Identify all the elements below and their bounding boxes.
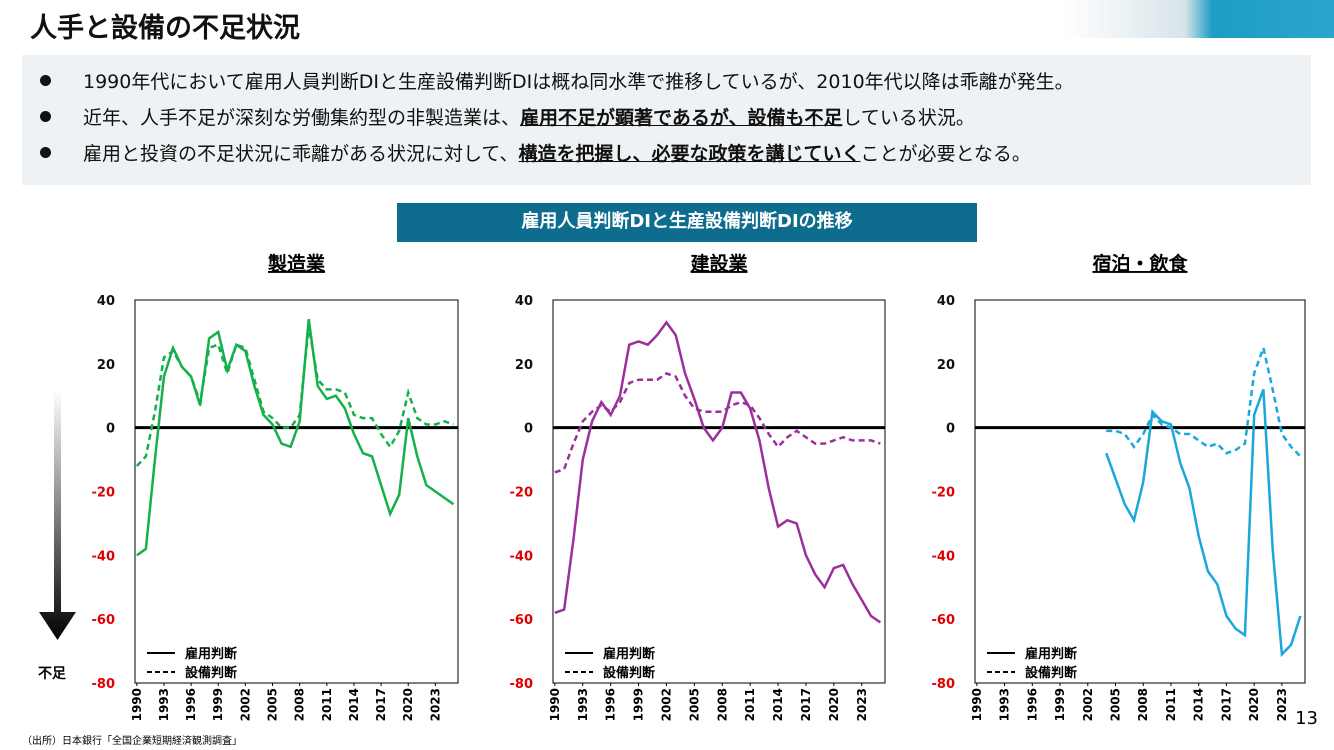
x-tick-label: 1990 <box>970 688 984 721</box>
chart-title: 建設業 <box>690 252 748 275</box>
y-tick-label: 20 <box>937 358 955 373</box>
y-tick-label: 40 <box>97 294 115 309</box>
x-tick-label: 2002 <box>1081 688 1095 721</box>
bullet-box <box>22 55 1311 185</box>
x-tick-label: 2005 <box>266 688 280 721</box>
y-tick-label: -60 <box>932 613 956 628</box>
slide-title: 人手と設備の不足状況 <box>30 13 300 44</box>
y-tick-label: -80 <box>932 677 956 692</box>
y-tick-label: 0 <box>946 422 955 437</box>
y-tick-label: -20 <box>92 486 116 501</box>
text-segment: 雇用不足が顕著であるが、設備も不足 <box>520 107 843 129</box>
x-tick-label: 2020 <box>1247 688 1261 721</box>
y-tick-label: 0 <box>106 422 115 437</box>
x-tick-label: 2008 <box>293 688 307 721</box>
x-tick-label: 1990 <box>130 688 144 721</box>
series-line <box>136 318 455 557</box>
text-segment: ことが必要となる。 <box>860 143 1031 165</box>
x-tick-label: 2011 <box>1164 688 1178 721</box>
legend-label: 設備判断 <box>1025 665 1077 681</box>
x-tick-label: 1993 <box>998 688 1012 721</box>
x-tick-label: 1999 <box>1053 688 1067 721</box>
x-tick-label: 2020 <box>401 688 415 721</box>
bullet: 近年、人手不足が深刻な労働集約型の非製造業は、雇用不足が顕著であるが、設備も不足… <box>40 103 975 130</box>
y-tick-label: -60 <box>510 613 534 628</box>
text-segment: している状況。 <box>842 107 975 129</box>
y-tick-label: -80 <box>510 677 534 692</box>
y-tick-label: 40 <box>937 294 955 309</box>
x-tick-label: 2005 <box>687 688 701 721</box>
series-line <box>554 320 882 624</box>
text-segment: 雇用と投資の不足状況に乖離がある状況に対して、 <box>83 143 519 165</box>
y-tick-label: -40 <box>92 549 116 564</box>
x-tick-label: 1996 <box>604 688 618 721</box>
x-tick-label: 2023 <box>1275 688 1289 721</box>
x-tick-label: 2008 <box>1136 688 1150 721</box>
series-line <box>1105 388 1302 658</box>
bullet-text: 雇用と投資の不足状況に乖離がある状況に対して、構造を把握し、必要な政策を講じてい… <box>83 143 1031 165</box>
x-tick-label: 2014 <box>347 688 361 721</box>
chart-title: 製造業 <box>267 252 326 275</box>
x-tick-label: 1990 <box>548 688 562 721</box>
text-segment: 近年、人手不足が深刻な労働集約型の非製造業は、 <box>83 107 521 129</box>
text-segment: 構造を把握し、必要な政策を講じていく <box>518 143 861 165</box>
x-tick-label: 2011 <box>320 688 334 721</box>
series-line <box>554 372 881 474</box>
text-segment: 1990年代において雇用人員判断DIと生産設備判断DIは概ね同水準で推移している… <box>83 71 1074 93</box>
shortage-arrow <box>39 390 76 640</box>
page-number: 13 <box>1295 708 1318 729</box>
x-tick-label: 2017 <box>799 688 813 721</box>
x-tick-label: 2002 <box>659 688 673 721</box>
y-tick-label: -20 <box>932 486 956 501</box>
x-tick-label: 1999 <box>211 688 225 721</box>
y-tick-label: 20 <box>97 358 115 373</box>
arrow-label: 不足 <box>38 666 67 682</box>
x-tick-label: 2023 <box>855 688 869 721</box>
y-tick-label: -80 <box>92 677 116 692</box>
x-tick-label: 2020 <box>827 688 841 721</box>
x-tick-label: 2014 <box>771 688 785 721</box>
x-tick-label: 2002 <box>238 688 252 721</box>
legend-label: 設備判断 <box>603 665 655 681</box>
bullet-text: 近年、人手不足が深刻な労働集約型の非製造業は、雇用不足が顕著であるが、設備も不足… <box>83 107 975 129</box>
x-tick-label: 1999 <box>632 688 646 721</box>
x-tick-label: 1996 <box>1025 688 1039 721</box>
bullet-text: 1990年代において雇用人員判断DIと生産設備判断DIは概ね同水準で推移している… <box>83 71 1074 93</box>
banner: 雇用人員判断DIと生産設備判断DIの推移 <box>397 203 977 242</box>
chart-title: 宿泊・飲食 <box>1092 252 1188 275</box>
x-tick-label: 2008 <box>715 688 729 721</box>
x-tick-label: 1993 <box>157 688 171 721</box>
x-tick-label: 2017 <box>1219 688 1233 721</box>
y-tick-label: -20 <box>510 486 534 501</box>
x-tick-label: 2014 <box>1192 688 1206 721</box>
y-tick-label: -40 <box>932 549 956 564</box>
legend-label: 設備判断 <box>185 665 237 681</box>
x-tick-label: 2011 <box>743 688 757 721</box>
legend-label: 雇用判断 <box>1025 646 1077 662</box>
bullet: 1990年代において雇用人員判断DIと生産設備判断DIは概ね同水準で推移している… <box>40 67 1074 94</box>
y-tick-label: 40 <box>515 294 533 309</box>
x-tick-label: 2023 <box>428 688 442 721</box>
series-line <box>135 325 454 467</box>
plot-frame <box>134 299 459 684</box>
source: （出所）日本銀行「全国企業短期経済観測調査」 <box>22 734 242 747</box>
plot-frame <box>974 299 1306 684</box>
y-tick-label: 0 <box>524 422 533 437</box>
y-tick-label: 20 <box>515 358 533 373</box>
plot-frame <box>552 299 886 684</box>
y-tick-label: -40 <box>510 549 534 564</box>
x-tick-label: 1996 <box>184 688 198 721</box>
x-tick-label: 2005 <box>1109 688 1123 721</box>
legend-label: 雇用判断 <box>185 646 237 662</box>
y-tick-label: -60 <box>92 613 116 628</box>
series-line <box>1106 343 1302 458</box>
x-tick-label: 1993 <box>576 688 590 721</box>
x-tick-label: 2017 <box>374 688 388 721</box>
header-decoration <box>1063 0 1334 38</box>
bullet: 雇用と投資の不足状況に乖離がある状況に対して、構造を把握し、必要な政策を講じてい… <box>40 139 1031 166</box>
legend-label: 雇用判断 <box>603 646 655 662</box>
